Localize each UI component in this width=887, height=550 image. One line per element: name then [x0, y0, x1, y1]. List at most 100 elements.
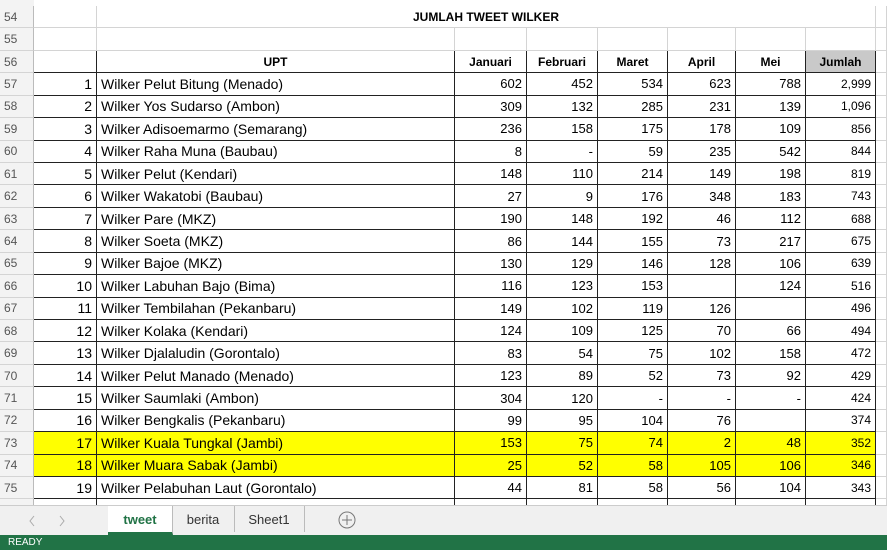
- empty-cell: [876, 95, 887, 119]
- value-cell: -: [527, 140, 598, 163]
- value-cell: 132: [527, 95, 598, 119]
- value-cell: 148: [455, 163, 527, 186]
- value-cell: 688: [806, 207, 876, 231]
- value-cell: 123: [455, 364, 527, 388]
- value-cell: 429: [806, 364, 876, 388]
- row-header: 60: [0, 140, 34, 163]
- empty-cell: [876, 275, 887, 298]
- value-cell: 452: [527, 73, 598, 96]
- value-cell: 58: [598, 477, 668, 500]
- empty-cell: [876, 409, 887, 433]
- value-cell: -: [598, 387, 668, 410]
- value-cell: 104: [736, 477, 806, 500]
- value-cell: 86: [455, 230, 527, 253]
- row-header: 56: [0, 50, 34, 74]
- value-cell: 9: [527, 185, 598, 208]
- row-header: 67: [0, 297, 34, 320]
- value-cell: 92: [736, 364, 806, 388]
- upt-name: Wilker Bajoe (MKZ): [97, 252, 455, 276]
- empty-cell: [455, 499, 527, 505]
- empty-cell: [736, 499, 806, 505]
- row-header: 65: [0, 252, 34, 276]
- value-cell: 58: [598, 454, 668, 478]
- value-cell: 844: [806, 140, 876, 163]
- upt-name: Wilker Pelut (Kendari): [97, 163, 455, 186]
- value-cell: 144: [527, 230, 598, 253]
- value-cell: 149: [668, 163, 736, 186]
- value-cell: 48: [736, 432, 806, 455]
- header-cell: Februari: [527, 50, 598, 74]
- empty-cell: [876, 73, 887, 96]
- value-cell: 285: [598, 95, 668, 119]
- empty-cell: [876, 185, 887, 208]
- empty-cell: [527, 499, 598, 505]
- row-header: 75: [0, 477, 34, 500]
- empty-cell: [876, 118, 887, 141]
- row-header: 55: [0, 28, 34, 51]
- value-cell: 109: [527, 320, 598, 343]
- upt-name: Wilker Djalaludin (Gorontalo): [97, 342, 455, 365]
- value-cell: 106: [736, 454, 806, 478]
- sheet-tab[interactable]: Sheet1: [234, 506, 305, 532]
- row-no: 12: [34, 320, 97, 343]
- value-cell: 153: [598, 275, 668, 298]
- value-cell: 675: [806, 230, 876, 253]
- value-cell: 75: [527, 432, 598, 455]
- value-cell: 59: [598, 140, 668, 163]
- upt-name: Wilker Kuala Tungkal (Jambi): [97, 432, 455, 455]
- upt-name: Wilker Pelut Bitung (Menado): [97, 73, 455, 96]
- value-cell: 235: [668, 140, 736, 163]
- empty-cell: [806, 28, 876, 51]
- value-cell: 125: [598, 320, 668, 343]
- tab-scroll-arrows[interactable]: [20, 508, 80, 534]
- row-header: 63: [0, 207, 34, 231]
- value-cell: 309: [455, 95, 527, 119]
- value-cell: 1,096: [806, 95, 876, 119]
- header-cell: Jumlah: [806, 50, 876, 74]
- value-cell: 743: [806, 185, 876, 208]
- value-cell: [668, 275, 736, 298]
- value-cell: 83: [455, 342, 527, 365]
- header-cell: Maret: [598, 50, 668, 74]
- row-header: 68: [0, 320, 34, 343]
- value-cell: 175: [598, 118, 668, 141]
- row-header: 62: [0, 185, 34, 208]
- add-sheet-button[interactable]: [337, 510, 357, 530]
- sheet-tab[interactable]: berita: [172, 506, 235, 532]
- value-cell: 27: [455, 185, 527, 208]
- row-no: 1: [34, 73, 97, 96]
- empty-cell: [598, 28, 668, 51]
- empty-cell: [876, 320, 887, 343]
- value-cell: 190: [455, 207, 527, 231]
- value-cell: 352: [806, 432, 876, 455]
- upt-name: Wilker Bengkalis (Pekanbaru): [97, 409, 455, 433]
- value-cell: 148: [527, 207, 598, 231]
- empty-cell: [876, 297, 887, 320]
- sheet-tab[interactable]: tweet: [108, 506, 173, 535]
- value-cell: 2,999: [806, 73, 876, 96]
- empty-cell: [876, 342, 887, 365]
- empty-cell: [876, 163, 887, 186]
- value-cell: 304: [455, 387, 527, 410]
- empty-cell: [97, 28, 455, 51]
- value-cell: 89: [527, 364, 598, 388]
- empty-cell: [876, 477, 887, 500]
- empty-cell: [876, 6, 887, 29]
- empty-cell: [668, 28, 736, 51]
- value-cell: 74: [598, 432, 668, 455]
- row-header: 54: [0, 6, 34, 29]
- value-cell: 788: [736, 73, 806, 96]
- empty-cell: [668, 499, 736, 505]
- row-no: 18: [34, 454, 97, 478]
- value-cell: 602: [455, 73, 527, 96]
- value-cell: 348: [668, 185, 736, 208]
- value-cell: 128: [668, 252, 736, 276]
- upt-name: Wilker Pelabuhan Laut (Gorontalo): [97, 477, 455, 500]
- empty-cell: [527, 28, 598, 51]
- value-cell: 8: [455, 140, 527, 163]
- value-cell: 374: [806, 409, 876, 433]
- row-header: [0, 499, 34, 505]
- value-cell: 56: [668, 477, 736, 500]
- value-cell: 639: [806, 252, 876, 276]
